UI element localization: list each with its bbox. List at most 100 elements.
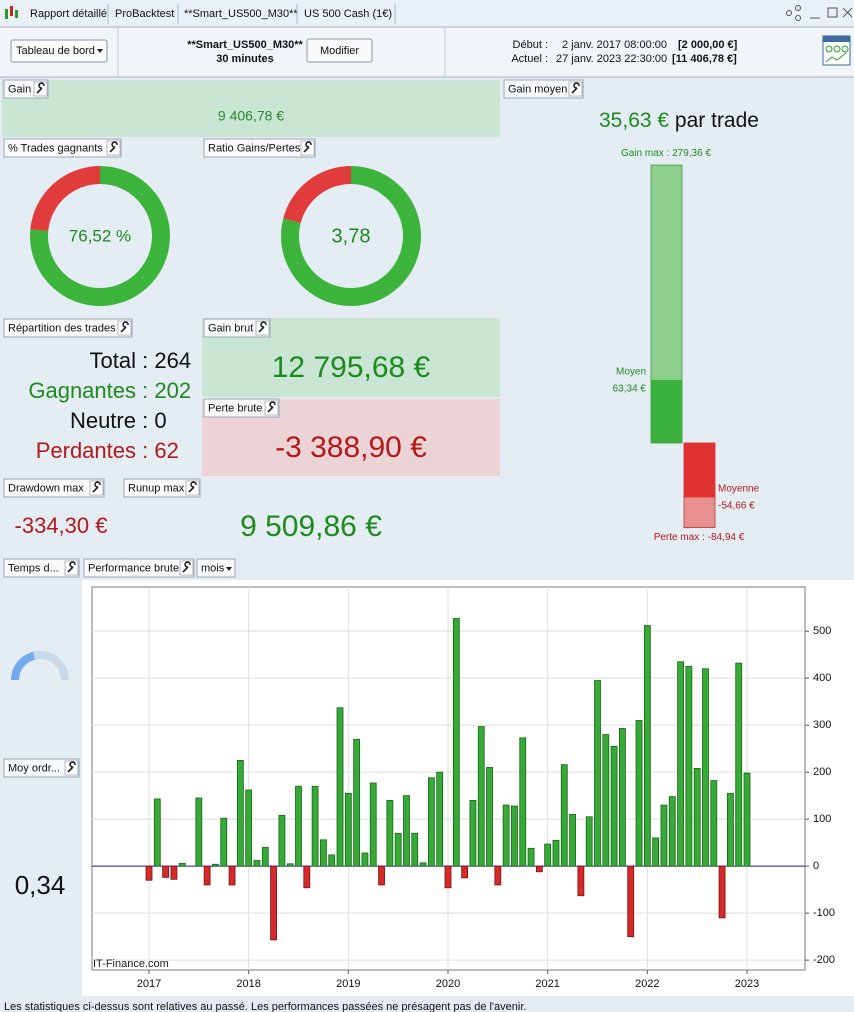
bar bbox=[411, 832, 419, 867]
period-label: mois bbox=[201, 562, 225, 574]
bar bbox=[303, 865, 311, 889]
bar bbox=[652, 837, 660, 867]
bar bbox=[511, 805, 518, 867]
trade-row-value: : 0 bbox=[136, 408, 167, 433]
trade-row: Gagnantes bbox=[28, 378, 136, 403]
avg-gain-value: 35,63 € par trade bbox=[599, 109, 759, 132]
current-label: Actuel : bbox=[511, 53, 548, 65]
bar bbox=[261, 846, 269, 867]
trade-row: Total bbox=[90, 348, 136, 373]
panel-title: Ratio Gains/Pertes bbox=[208, 142, 301, 154]
toolbar bbox=[0, 28, 854, 77]
tab[interactable]: **Smart_US500_M30** bbox=[184, 8, 298, 20]
footer: Les statistiques ci-dessus sont relative… bbox=[4, 1001, 526, 1012]
avg-win-bar bbox=[651, 379, 682, 443]
current-capital: [11 406,78 €] bbox=[672, 53, 737, 65]
wrench-icon bbox=[92, 481, 101, 493]
colon: : bbox=[136, 408, 154, 433]
bar bbox=[486, 767, 493, 867]
runup-value: 9 509,86 € bbox=[240, 510, 382, 543]
bar bbox=[328, 854, 336, 867]
panel-title: Gain bbox=[8, 83, 31, 95]
y-tick-label: 200 bbox=[813, 766, 831, 778]
panel-title: Perte brute bbox=[208, 402, 262, 414]
trade-row-value: : 62 bbox=[136, 438, 179, 463]
y-tick-label: -100 bbox=[813, 907, 835, 919]
max-gain-text-value: 279,36 € bbox=[672, 148, 711, 159]
bar bbox=[320, 839, 327, 867]
wrench-icon bbox=[36, 82, 45, 94]
x-tick-label: 2023 bbox=[735, 978, 759, 990]
report-icon[interactable] bbox=[822, 35, 851, 66]
panel-label bbox=[83, 558, 195, 578]
time-gauge bbox=[10, 651, 69, 681]
bar bbox=[702, 668, 709, 867]
tab-bar bbox=[0, 0, 854, 27]
avg-loss-value: -54,66 € bbox=[718, 501, 755, 512]
panel-label bbox=[3, 138, 122, 158]
ratio-value: 3,78 bbox=[332, 225, 371, 247]
left-panel bbox=[2, 580, 80, 996]
y-tick-label: -200 bbox=[813, 954, 835, 966]
order-value: 0,34 bbox=[15, 870, 66, 900]
bar bbox=[427, 777, 435, 867]
bar bbox=[693, 767, 701, 867]
bar bbox=[195, 797, 203, 867]
bar bbox=[552, 839, 560, 867]
bar bbox=[602, 734, 610, 867]
bar bbox=[668, 796, 676, 867]
system-name: **Smart_US500_M30** bbox=[187, 39, 303, 51]
loss-arc bbox=[30, 166, 100, 232]
edit-button[interactable] bbox=[306, 38, 373, 63]
bar bbox=[361, 852, 369, 867]
trade-row-number: 264 bbox=[154, 348, 191, 373]
x-tick-label: 2020 bbox=[436, 978, 460, 990]
bar bbox=[619, 728, 626, 867]
panel-label bbox=[123, 478, 201, 498]
bar bbox=[394, 832, 402, 867]
bar bbox=[535, 865, 543, 873]
panel-label bbox=[503, 79, 584, 99]
bar bbox=[477, 726, 485, 867]
gain-value: 9 406,78 € bbox=[218, 108, 284, 124]
edit-button-label: Modifier bbox=[320, 45, 359, 57]
window-controls[interactable] bbox=[786, 5, 853, 21]
y-tick-label: 400 bbox=[813, 672, 831, 684]
wrench-icon bbox=[67, 761, 76, 773]
bar bbox=[353, 738, 361, 867]
start-label: Début : bbox=[513, 39, 548, 51]
max-loss-text-label: Perte max : bbox=[654, 532, 705, 543]
period-dropdown[interactable] bbox=[196, 558, 236, 578]
max-loss-text: Perte max : -84,94 € bbox=[654, 532, 745, 543]
bar bbox=[627, 865, 635, 938]
tab[interactable]: ProBacktest bbox=[115, 8, 174, 20]
bar bbox=[378, 865, 385, 886]
wrench-icon bbox=[267, 401, 276, 413]
avg-win-value: 63,34 € bbox=[613, 384, 647, 395]
trades-panel bbox=[2, 318, 200, 476]
bar bbox=[403, 795, 410, 867]
bar bbox=[718, 865, 726, 919]
bar bbox=[710, 780, 718, 867]
bar bbox=[203, 865, 211, 886]
panel-title: % Trades gagnants bbox=[8, 142, 103, 154]
panel-title: Moy ordr... bbox=[8, 762, 60, 774]
trade-row-value: : 202 bbox=[136, 378, 191, 403]
bar bbox=[569, 814, 576, 867]
bar bbox=[278, 814, 286, 867]
trade-row-number: 202 bbox=[154, 378, 191, 403]
panel-label bbox=[203, 398, 280, 418]
bar bbox=[145, 865, 153, 881]
loss-arc bbox=[283, 166, 351, 223]
x-tick-label: 2021 bbox=[535, 978, 559, 990]
bar bbox=[452, 618, 460, 867]
trade-row-label: Gagnantes bbox=[28, 378, 136, 403]
tab[interactable]: US 500 Cash (1€) bbox=[304, 8, 392, 20]
dashboard-button[interactable] bbox=[10, 39, 108, 63]
avg-loss-label: Moyenne bbox=[718, 484, 760, 495]
wrench-icon bbox=[258, 321, 267, 333]
panel-title: Gain brut bbox=[208, 322, 253, 334]
tab[interactable]: Rapport détaillé bbox=[30, 8, 107, 20]
bar bbox=[743, 772, 751, 867]
trade-row-label: Neutre bbox=[70, 408, 136, 433]
